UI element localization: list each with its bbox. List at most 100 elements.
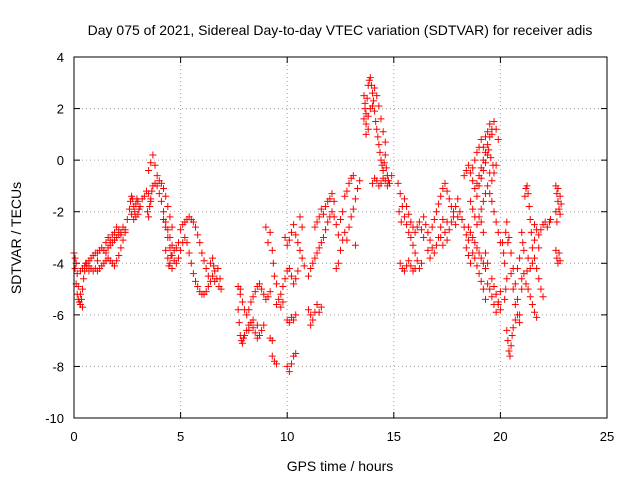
data-point: [516, 319, 524, 327]
data-point: [266, 228, 274, 236]
data-point: [464, 223, 472, 231]
data-point: [407, 262, 415, 270]
x-tick-label: 0: [70, 429, 77, 444]
y-axis-label: SDTVAR / TECUs: [8, 182, 24, 294]
data-point: [443, 236, 451, 244]
data-point: [494, 301, 502, 309]
data-point: [469, 177, 477, 185]
y-tick-label: 0: [57, 153, 64, 168]
data-point: [245, 306, 253, 314]
y-tick-label: -2: [52, 205, 64, 220]
data-point: [277, 303, 285, 311]
data-point: [556, 192, 564, 200]
data-point: [447, 218, 455, 226]
data-point: [192, 223, 200, 231]
data-point: [477, 174, 485, 182]
data-point: [270, 272, 278, 280]
data-point: [287, 228, 295, 236]
data-point: [245, 326, 253, 334]
data-point: [236, 285, 244, 293]
data-point: [537, 226, 545, 234]
data-point: [71, 264, 79, 272]
data-point: [202, 288, 210, 296]
data-point: [505, 234, 513, 241]
data-point: [407, 234, 415, 241]
data-point: [430, 215, 438, 223]
data-point: [174, 254, 182, 262]
data-point: [275, 295, 283, 303]
data-point: [249, 324, 257, 332]
data-point: [504, 239, 512, 247]
data-point: [411, 264, 419, 272]
data-point: [166, 259, 174, 267]
data-point: [315, 244, 323, 252]
data-point: [319, 210, 327, 218]
data-point: [437, 223, 445, 231]
data-point: [396, 190, 404, 198]
data-point: [317, 205, 325, 213]
data-point: [354, 185, 362, 193]
data-point: [196, 239, 204, 247]
data-point: [484, 259, 492, 267]
x-axis-label: GPS time / hours: [287, 458, 394, 474]
data-point: [527, 228, 535, 236]
data-point: [435, 200, 443, 208]
data-point: [305, 272, 313, 280]
data-point: [424, 228, 432, 236]
data-point: [181, 234, 189, 241]
data-point: [183, 239, 191, 247]
data-point: [439, 241, 447, 249]
data-point: [458, 215, 466, 223]
data-point: [376, 148, 384, 156]
data-point: [394, 179, 402, 187]
x-tick-label: 20: [493, 429, 507, 444]
data-point: [337, 246, 344, 254]
data-point: [294, 239, 302, 247]
data-point: [557, 200, 565, 208]
data-point: [363, 94, 371, 102]
data-point: [372, 117, 380, 125]
data-point: [426, 254, 434, 262]
data-point: [283, 241, 291, 249]
data-point: [471, 156, 479, 164]
data-point: [255, 331, 263, 339]
data-point: [313, 301, 321, 309]
data-point: [381, 177, 389, 185]
data-point: [400, 267, 408, 275]
data-point: [555, 249, 563, 257]
data-point: [145, 166, 153, 174]
data-point: [386, 179, 394, 187]
data-point: [343, 236, 351, 244]
data-point: [292, 275, 300, 283]
data-point: [531, 221, 539, 229]
data-point: [513, 311, 521, 319]
data-point: [403, 203, 411, 211]
data-point: [266, 288, 274, 296]
axis-ticks: 0 5 10 15 20 25 -10 -8 -6 -4 -2 0 2 4: [45, 50, 614, 444]
data-point: [162, 246, 170, 254]
data-point: [313, 249, 321, 257]
data-point: [490, 117, 498, 125]
data-point: [317, 239, 325, 247]
data-point: [531, 308, 539, 316]
data-point: [481, 159, 489, 167]
data-point: [117, 231, 125, 239]
data-point: [535, 275, 543, 283]
data-point: [454, 195, 462, 203]
data-point: [381, 151, 389, 159]
data-point: [519, 239, 527, 247]
data-point: [484, 151, 492, 159]
data-point: [279, 282, 287, 290]
data-point: [71, 254, 79, 262]
data-point: [505, 347, 513, 355]
data-point: [477, 254, 485, 262]
data-point: [119, 223, 127, 231]
data-point: [79, 285, 87, 293]
data-point: [311, 254, 319, 262]
data-point: [285, 368, 293, 376]
data-point: [155, 190, 163, 198]
data-point: [460, 172, 468, 180]
data-point: [330, 213, 338, 221]
data-point: [153, 172, 161, 180]
data-point: [307, 321, 315, 329]
